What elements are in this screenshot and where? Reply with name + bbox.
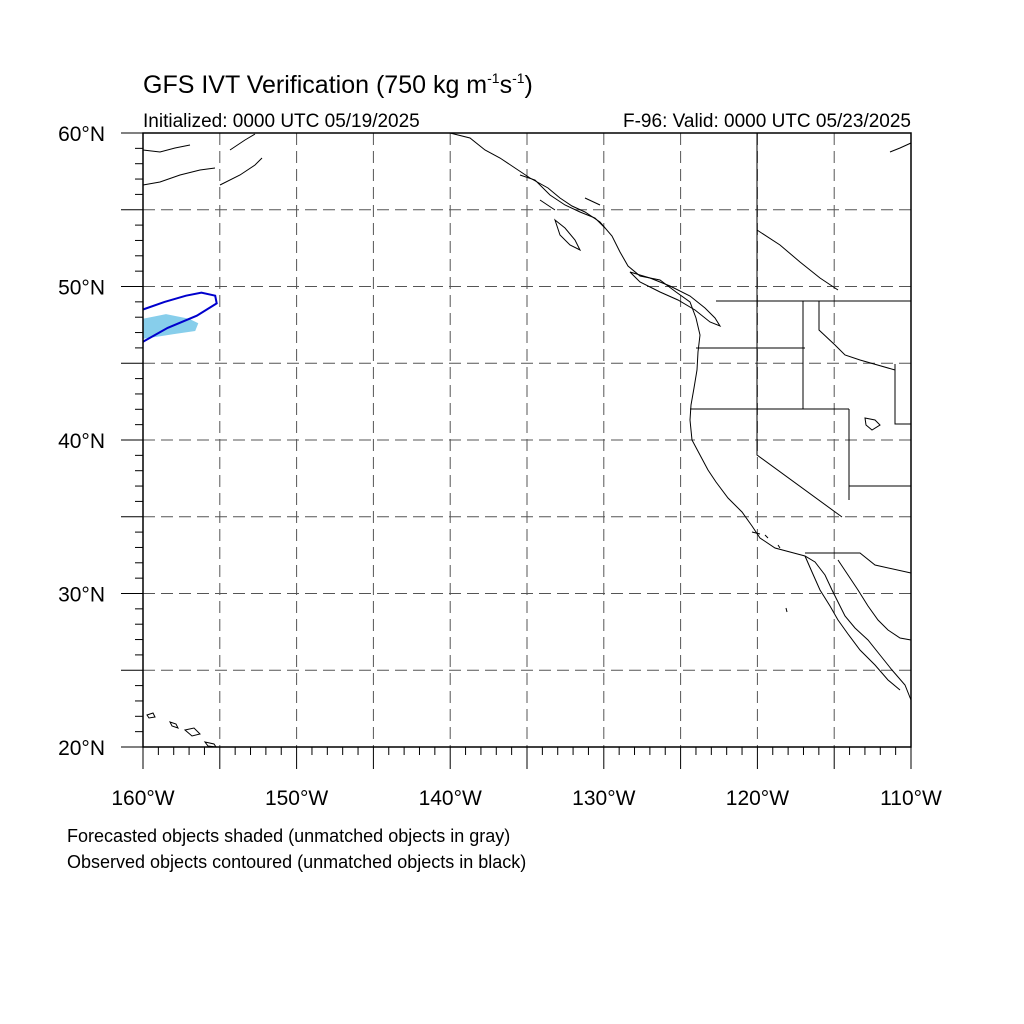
coastlines bbox=[142, 132, 912, 748]
state-boundaries bbox=[690, 133, 912, 574]
lat-label: 50°N bbox=[58, 277, 105, 300]
lat-label: 60°N bbox=[58, 123, 105, 146]
coastline-baja bbox=[804, 555, 901, 691]
valid-time-label: F-96: Valid: 0000 UTC 05/23/2025 bbox=[623, 111, 911, 132]
coastline-north-america bbox=[449, 132, 912, 701]
lon-label: 130°W bbox=[572, 787, 635, 810]
longitude-labels: 160°W 150°W 140°W 130°W 120°W 110°W bbox=[111, 787, 942, 810]
observed-note: Observed objects contoured (unmatched ob… bbox=[67, 852, 527, 872]
lat-label: 40°N bbox=[58, 430, 105, 453]
coastline-alaska-south bbox=[142, 133, 912, 186]
lat-label: 20°N bbox=[58, 737, 105, 760]
coastline-alaska-panhandle bbox=[519, 174, 606, 229]
figure-title: GFS IVT Verification (750 kg m-1s-1) bbox=[143, 70, 533, 99]
gridlines bbox=[143, 133, 911, 747]
coastline-vancouver-island bbox=[629, 271, 722, 328]
observed-object-contour bbox=[142, 291, 218, 343]
lon-label: 120°W bbox=[726, 787, 789, 810]
lon-label: 150°W bbox=[265, 787, 328, 810]
hawaiian-islands bbox=[146, 712, 218, 748]
ivt-objects bbox=[142, 291, 218, 343]
lon-label: 140°W bbox=[419, 787, 482, 810]
coastline-haida-gwaii bbox=[553, 218, 582, 252]
small-islands bbox=[751, 417, 881, 613]
lon-label: 160°W bbox=[111, 787, 174, 810]
latitude-labels: 60°N 50°N 40°N 30°N 20°N bbox=[58, 123, 105, 760]
lat-label: 30°N bbox=[58, 584, 105, 607]
init-time-label: Initialized: 0000 UTC 05/19/2025 bbox=[143, 111, 420, 132]
forecast-note: Forecasted objects shaded (unmatched obj… bbox=[67, 826, 511, 846]
lon-label: 110°W bbox=[880, 787, 942, 810]
coastline-gulf bbox=[837, 559, 912, 641]
axis-ticks bbox=[121, 132, 912, 769]
